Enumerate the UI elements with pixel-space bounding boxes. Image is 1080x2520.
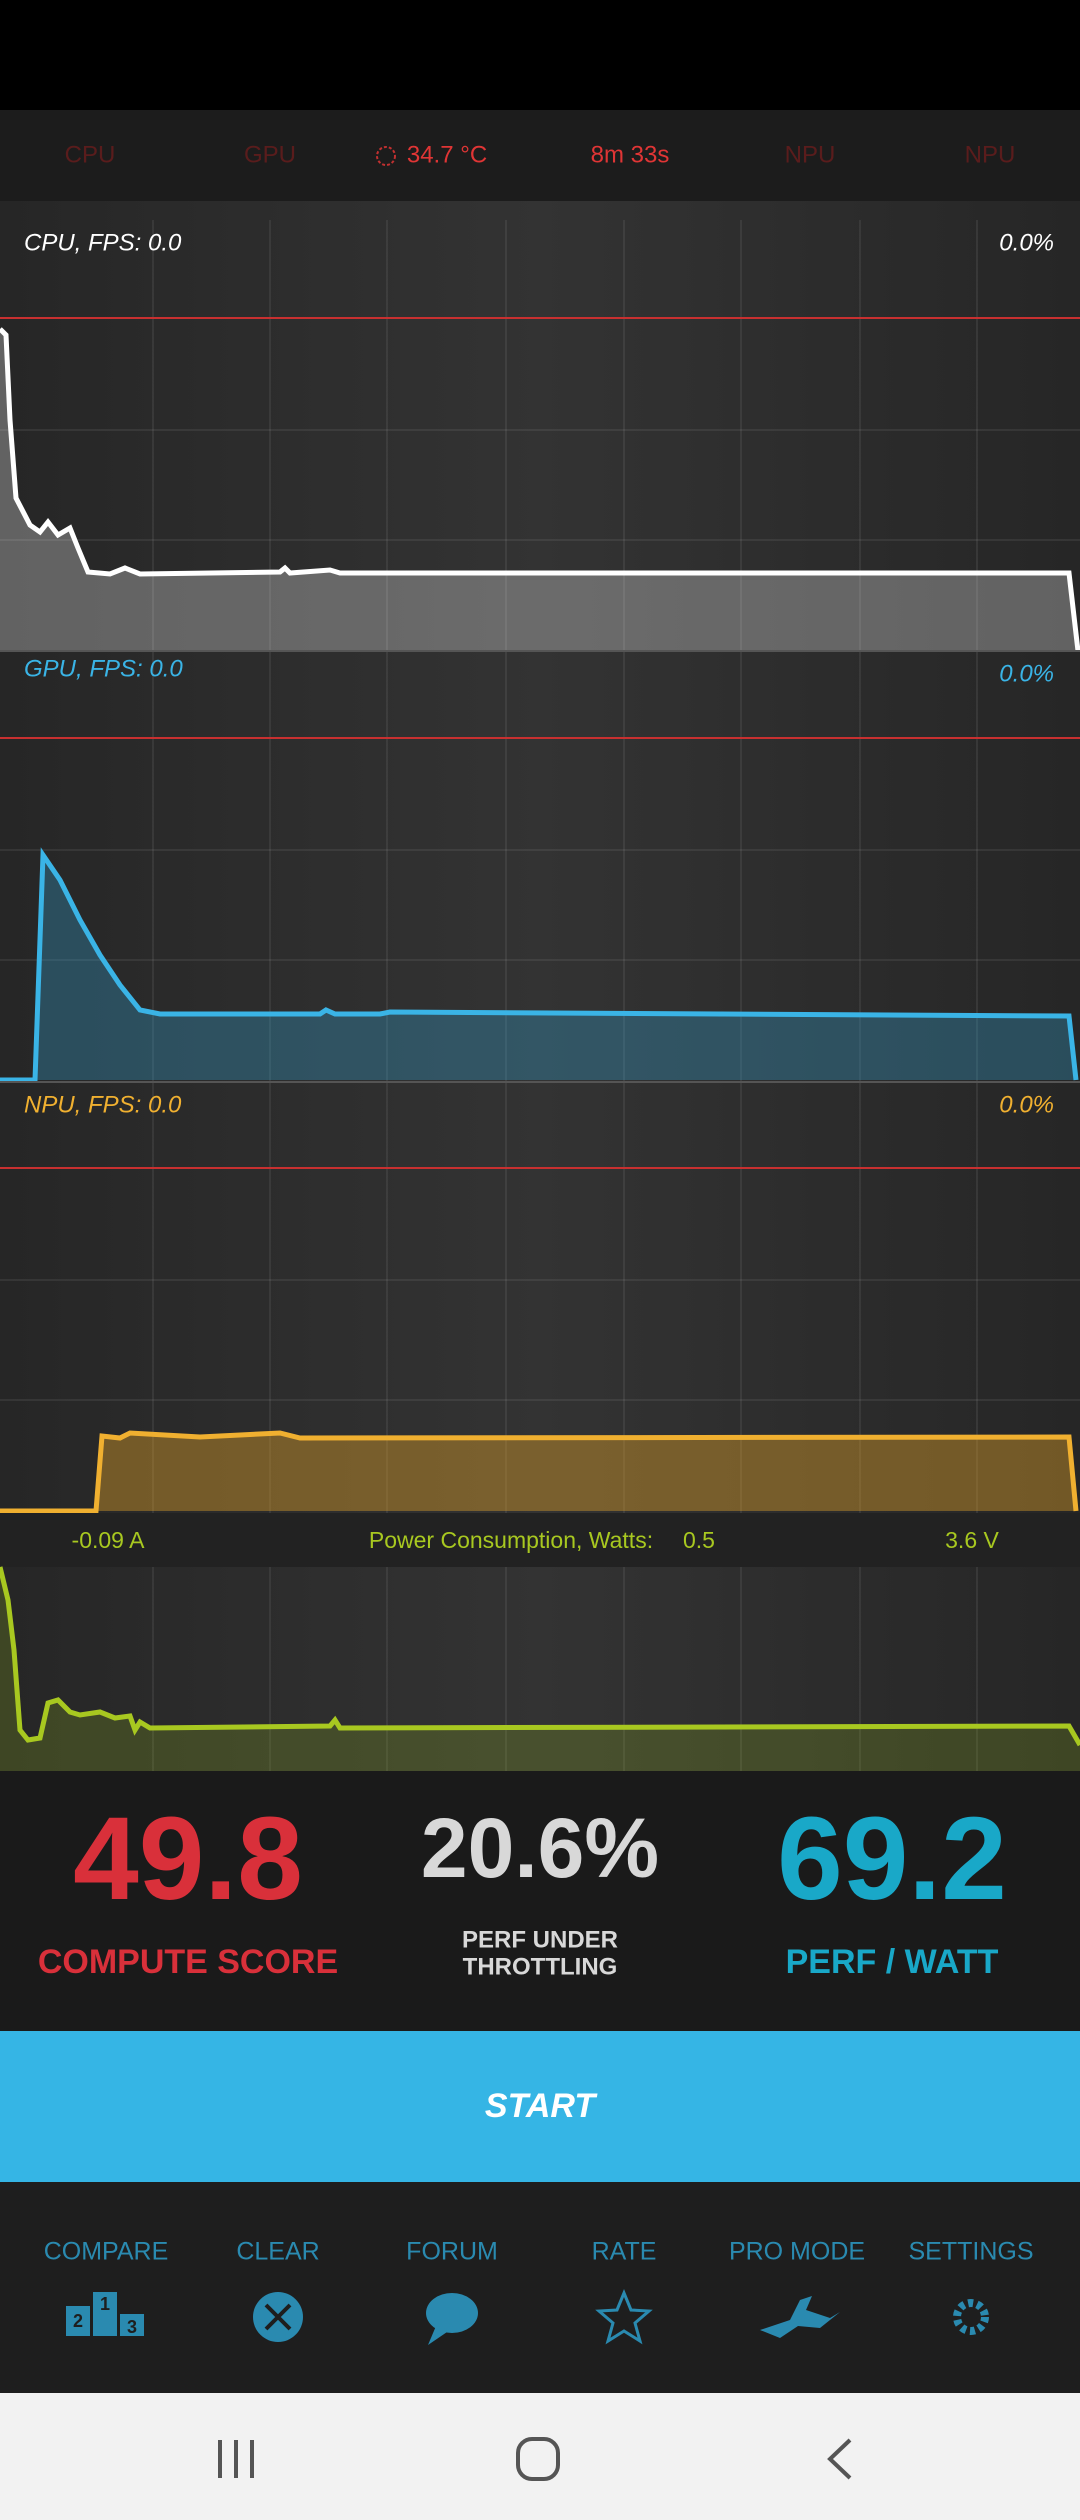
score-panel [0, 1771, 1080, 2031]
start-label[interactable]: START [485, 2087, 598, 2125]
gpu-trace [0, 847, 1079, 1083]
power-row [0, 1513, 1080, 1567]
npu-label: NPU, FPS: 0.0 [24, 1091, 182, 1118]
podium-number: 3 [127, 2317, 137, 2337]
throttle-label: THROTTLING [463, 1953, 618, 1980]
nav-label[interactable]: COMPARE [44, 2238, 169, 2266]
temperature: 34.7 °C [407, 141, 487, 168]
npu-indicator: NPU [965, 141, 1016, 168]
header-bar [0, 110, 1080, 201]
settings-icon[interactable] [953, 2299, 989, 2335]
npu-indicator: NPU [785, 141, 836, 168]
throttle-label: PERF UNDER [462, 1926, 618, 1953]
compute-score: 49.8 [73, 1793, 303, 1925]
start-button[interactable]: START [0, 2031, 1080, 2182]
nav-label[interactable]: CLEAR [236, 2238, 319, 2266]
current: -0.09 A [72, 1527, 146, 1553]
perf-watt-label: PERF / WATT [786, 1943, 999, 1981]
bottom-menu [0, 2182, 1080, 2393]
podium-icon[interactable] [120, 2314, 144, 2336]
recents-button[interactable] [218, 2440, 254, 2478]
rate-icon[interactable] [595, 2289, 653, 2345]
gpu-area [0, 855, 1076, 1080]
voltage: 3.6 V [945, 1527, 999, 1553]
cpu-area [0, 329, 1078, 651]
pro-mode-icon[interactable] [760, 2296, 840, 2338]
power-area [0, 1567, 1080, 1771]
podium-number: 2 [73, 2311, 83, 2331]
gpu-percent: 0.0% [999, 660, 1054, 687]
nav-label[interactable]: FORUM [406, 2238, 498, 2266]
forum-icon-tail[interactable] [428, 2326, 450, 2345]
start-background[interactable] [0, 2031, 1080, 2182]
power-trace [0, 1566, 1080, 1747]
graph-grid [0, 220, 1080, 1771]
nav-label[interactable]: RATE [592, 2238, 657, 2266]
clear-icon-x[interactable] [264, 2303, 292, 2331]
gpu-label: GPU, FPS: 0.0 [24, 655, 183, 682]
graph-area [0, 201, 1080, 1771]
throttle-score: 20.6% [421, 1801, 659, 1895]
compute-label: COMPUTE SCORE [38, 1943, 338, 1981]
power-watts: 0.5 [683, 1527, 715, 1553]
npu-area [0, 1433, 1076, 1511]
power-label: Power Consumption, Watts: [369, 1527, 653, 1553]
status-bar [0, 0, 1080, 110]
gpu-indicator: GPU [244, 141, 296, 168]
cpu-indicator: CPU [65, 141, 116, 168]
perf-watt-score: 69.2 [777, 1793, 1007, 1925]
podium-numbers: 213 [73, 2294, 137, 2337]
cpu-percent: 0.0% [999, 229, 1054, 256]
cpu-label: CPU, FPS: 0.0 [24, 229, 182, 256]
nav-label[interactable]: PRO MODE [729, 2238, 865, 2266]
home-button[interactable] [516, 2437, 560, 2481]
nav-label[interactable]: SETTINGS [908, 2238, 1033, 2266]
npu-percent: 0.0% [999, 1091, 1054, 1118]
temp-icon [376, 146, 396, 166]
cpu-trace [0, 327, 1080, 652]
podium-icon[interactable] [93, 2292, 117, 2336]
podium-icon[interactable] [66, 2306, 90, 2336]
elapsed-time: 8m 33s [591, 141, 670, 168]
forum-icon[interactable] [426, 2293, 478, 2333]
nav-items: COMPARE CLEAR FORUM RATE PRO MODE SETTINGS [44, 2238, 1034, 2266]
nav-icons [66, 2289, 989, 2345]
npu-trace [0, 1430, 1079, 1514]
system-nav-bar [0, 2393, 1080, 2520]
podium-number: 1 [100, 2294, 110, 2314]
back-button[interactable] [827, 2438, 852, 2480]
